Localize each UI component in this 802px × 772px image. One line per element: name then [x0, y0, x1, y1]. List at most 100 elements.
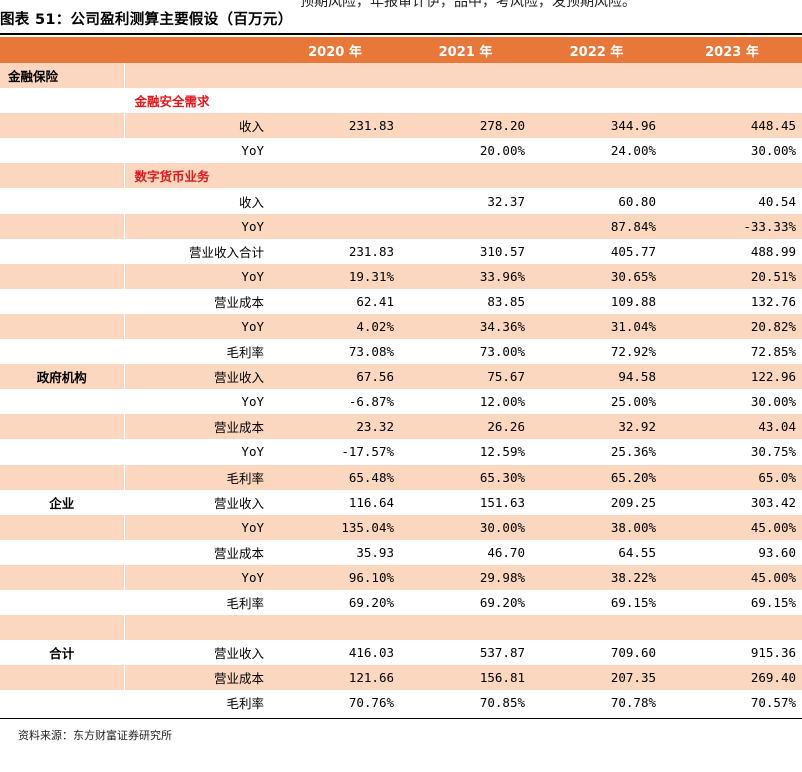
header-cell [0, 37, 124, 63]
table-row [0, 615, 802, 641]
metric-label: 毛利率 [124, 690, 270, 716]
segment-subheading: 金融安全需求 [124, 88, 802, 114]
category-cell [0, 514, 125, 540]
value-cell: 537.87 [400, 640, 531, 666]
value-cell: 30.65% [531, 263, 662, 289]
table-row: 营业收入合计 231.83 310.57 405.77 488.99 [0, 238, 802, 264]
value-cell: 12.00% [400, 389, 531, 415]
value-cell: 31.04% [531, 313, 662, 340]
value-cell: 65.20% [531, 464, 662, 490]
value-cell: 38.22% [531, 564, 662, 590]
value-cell: 207.35 [531, 665, 662, 691]
table-row: 营业成本 62.41 83.85 109.88 132.76 [0, 288, 802, 314]
value-cell [270, 188, 400, 214]
category-cell [0, 313, 125, 340]
table-row: 营业成本 121.66 156.81 207.35 269.40 [0, 665, 802, 691]
value-cell: -6.87% [270, 389, 400, 415]
value-cell: 60.80 [531, 188, 662, 214]
category-cell [0, 615, 125, 641]
value-cell: 344.96 [531, 113, 662, 139]
value-cell: 32.37 [400, 188, 531, 214]
table-row: 营业成本 23.32 26.26 32.92 43.04 [0, 414, 802, 440]
value-cell: 156.81 [400, 665, 531, 691]
value-cell: 43.04 [662, 414, 802, 440]
value-cell: 19.31% [270, 263, 400, 289]
table-row: YoY 87.84% -33.33% [0, 213, 802, 239]
value-cell: 278.20 [400, 113, 531, 139]
category-cell [0, 589, 125, 616]
header-year-2021: 2021 年 [400, 37, 531, 63]
metric-label: 营业收入 [124, 489, 270, 515]
value-cell: 69.15% [662, 589, 802, 616]
category-cell: 政府机构 [0, 364, 125, 390]
value-cell: 69.20% [400, 589, 531, 616]
bottom-divider [0, 718, 802, 719]
value-cell: 70.57% [662, 690, 802, 716]
metric-label [124, 615, 270, 641]
category-cell: 企业 [0, 489, 125, 515]
metric-label: YoY [124, 138, 270, 164]
value-cell: 65.48% [270, 464, 400, 490]
source-note: 资料来源：东方财富证券研究所 [18, 729, 172, 742]
table-row: 合计 营业收入 416.03 537.87 709.60 915.36 [0, 640, 802, 666]
value-cell: 69.15% [531, 589, 662, 616]
metric-label: 营业收入 [124, 364, 270, 390]
value-cell: 269.40 [662, 665, 802, 691]
category-cell [0, 288, 125, 314]
metric-label: YoY [124, 514, 270, 540]
value-cell: 122.96 [662, 364, 802, 390]
metric-label: 营业收入 [124, 640, 270, 666]
value-cell: 75.67 [400, 364, 531, 390]
metric-label: 营业成本 [124, 539, 270, 565]
table-row: YoY 19.31% 33.96% 30.65% 20.51% [0, 263, 802, 289]
value-cell: 29.98% [400, 564, 531, 590]
category-cell [0, 690, 125, 716]
category-cell [0, 414, 125, 440]
figure-title: 图表 51：公司盈利测算主要假设（百万元） [0, 12, 293, 28]
table-row: YoY 4.02% 34.36% 31.04% 20.82% [0, 313, 802, 340]
value-cell: 4.02% [270, 313, 400, 340]
value-cell: 73.08% [270, 339, 400, 365]
value-cell: 73.00% [400, 339, 531, 365]
value-cell: 30.00% [400, 514, 531, 540]
value-cell: 448.45 [662, 113, 802, 139]
table-row: 毛利率 70.76% 70.85% 70.78% 70.57% [0, 690, 802, 716]
metric-label: 营业成本 [124, 288, 270, 314]
value-cell [662, 615, 802, 641]
value-cell [400, 615, 531, 641]
value-cell: 40.54 [662, 188, 802, 214]
category-cell [0, 213, 125, 239]
category-cell [0, 389, 125, 415]
metric-label: YoY [124, 564, 270, 590]
category-cell [0, 113, 125, 139]
table-row: YoY 96.10% 29.98% 38.22% 45.00% [0, 564, 802, 590]
metric-label: 营业收入合计 [124, 238, 270, 264]
category-cell [0, 188, 125, 214]
value-cell: 96.10% [270, 564, 400, 590]
table-row: 毛利率 69.20% 69.20% 69.15% 69.15% [0, 589, 802, 616]
metric-label: 毛利率 [124, 589, 270, 616]
table-row: YoY 20.00% 24.00% 30.00% [0, 138, 802, 164]
metric-label: YoY [124, 389, 270, 415]
metric-label [124, 63, 270, 89]
value-cell: 46.70 [400, 539, 531, 565]
metric-label: 收入 [124, 188, 270, 214]
value-cell: 12.59% [400, 439, 531, 465]
header-year-2023: 2023 年 [662, 37, 802, 63]
value-cell: 94.58 [531, 364, 662, 390]
table-row: 金融保险 [0, 63, 802, 89]
table-row: YoY 135.04% 30.00% 38.00% 45.00% [0, 514, 802, 540]
value-cell: 38.00% [531, 514, 662, 540]
value-cell: 72.92% [531, 339, 662, 365]
table-row: YoY -17.57% 12.59% 25.36% 30.75% [0, 439, 802, 465]
value-cell: 209.25 [531, 489, 662, 515]
category-cell: 金融保险 [0, 63, 125, 89]
category-cell [0, 339, 125, 365]
metric-label: 收入 [124, 113, 270, 139]
table-row: 政府机构 营业收入 67.56 75.67 94.58 122.96 [0, 364, 802, 390]
header-year-2022: 2022 年 [531, 37, 662, 63]
table-row: 金融安全需求 [0, 88, 802, 114]
metric-label: YoY [124, 313, 270, 340]
value-cell: 135.04% [270, 514, 400, 540]
value-cell: 69.20% [270, 589, 400, 616]
